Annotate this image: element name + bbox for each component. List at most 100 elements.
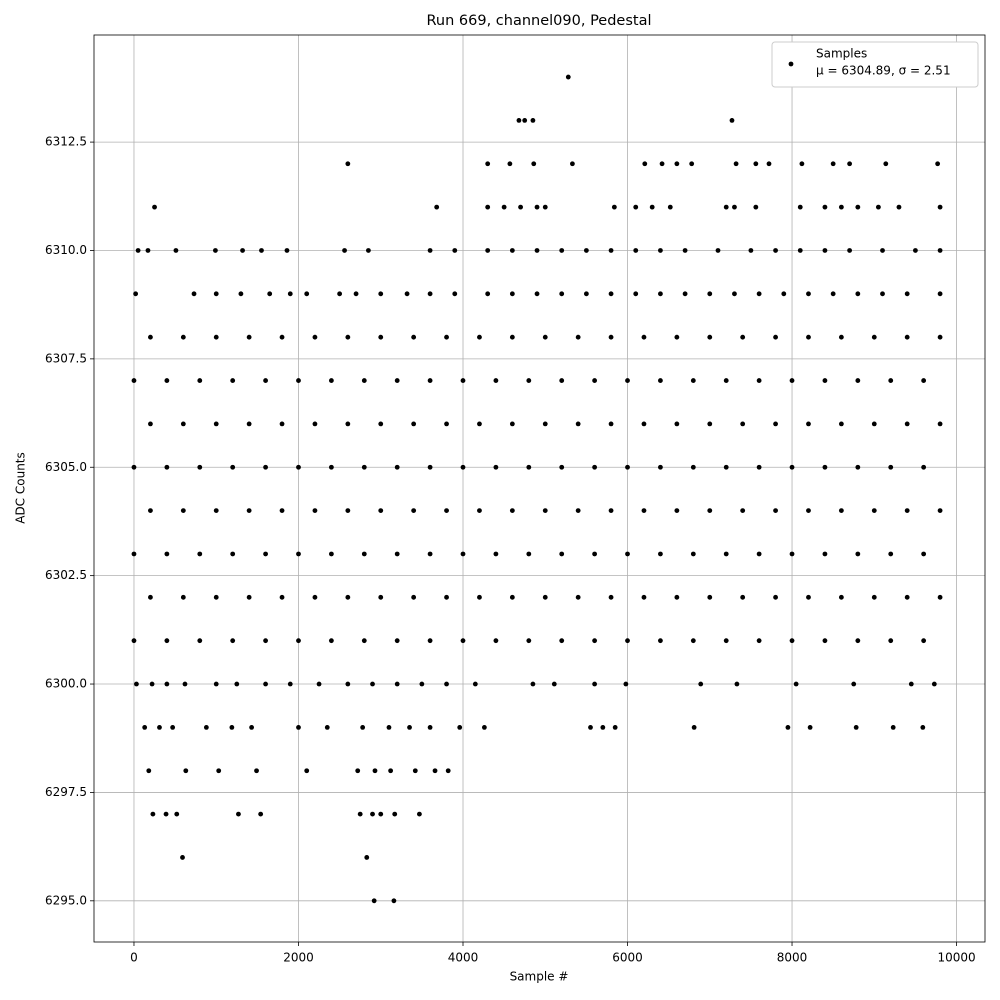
point bbox=[304, 768, 310, 774]
point bbox=[822, 204, 828, 210]
point bbox=[213, 248, 218, 253]
point bbox=[890, 724, 896, 730]
point bbox=[230, 551, 236, 557]
point bbox=[460, 551, 466, 557]
point bbox=[378, 334, 384, 340]
point bbox=[197, 551, 203, 557]
point bbox=[164, 681, 170, 687]
point bbox=[427, 378, 433, 383]
point bbox=[904, 594, 910, 600]
point bbox=[197, 378, 203, 383]
point bbox=[526, 378, 532, 383]
point bbox=[641, 421, 647, 427]
x-tick-label: 10000 bbox=[937, 951, 975, 965]
point bbox=[131, 378, 137, 383]
point bbox=[394, 551, 400, 557]
point bbox=[355, 768, 361, 774]
point bbox=[324, 724, 330, 730]
point bbox=[432, 768, 438, 774]
point bbox=[937, 291, 943, 297]
point bbox=[412, 768, 418, 774]
point bbox=[366, 248, 371, 253]
point bbox=[131, 551, 137, 557]
point bbox=[913, 248, 918, 253]
point bbox=[304, 291, 310, 297]
point bbox=[170, 724, 176, 730]
point bbox=[411, 334, 417, 340]
point bbox=[690, 638, 696, 644]
point bbox=[230, 464, 236, 470]
point bbox=[296, 724, 301, 730]
point bbox=[534, 248, 540, 253]
point bbox=[312, 508, 318, 514]
point bbox=[723, 378, 729, 383]
legend-stats: μ = 6304.89, σ = 2.51 bbox=[816, 64, 951, 78]
point bbox=[361, 464, 367, 470]
point bbox=[372, 768, 378, 774]
point bbox=[477, 334, 482, 340]
point bbox=[855, 291, 861, 297]
point bbox=[592, 464, 598, 470]
point bbox=[921, 378, 927, 383]
point bbox=[734, 681, 740, 687]
point bbox=[509, 508, 515, 514]
point bbox=[559, 378, 565, 383]
point bbox=[509, 594, 515, 600]
point bbox=[559, 551, 565, 557]
point bbox=[445, 768, 451, 774]
point bbox=[937, 248, 943, 253]
point bbox=[254, 768, 259, 774]
point bbox=[394, 378, 400, 383]
point bbox=[838, 421, 844, 427]
point bbox=[378, 594, 384, 600]
point bbox=[608, 421, 614, 427]
point bbox=[896, 204, 902, 210]
point bbox=[501, 204, 507, 210]
point bbox=[279, 594, 285, 600]
point bbox=[213, 594, 219, 600]
point bbox=[427, 724, 433, 730]
point bbox=[570, 161, 575, 167]
point bbox=[733, 161, 739, 167]
point bbox=[838, 508, 844, 514]
point bbox=[806, 508, 811, 514]
y-tick-label: 6297.5 bbox=[45, 785, 87, 799]
point bbox=[164, 378, 170, 383]
point bbox=[213, 681, 219, 687]
point bbox=[789, 464, 795, 470]
point bbox=[249, 724, 255, 730]
point bbox=[732, 291, 737, 297]
x-tick-label: 6000 bbox=[612, 951, 643, 965]
point bbox=[633, 204, 639, 210]
point bbox=[258, 811, 264, 817]
point bbox=[592, 681, 598, 687]
point bbox=[847, 248, 853, 253]
point bbox=[378, 291, 384, 297]
point bbox=[625, 638, 630, 644]
point bbox=[411, 421, 417, 427]
point bbox=[806, 421, 811, 427]
point bbox=[149, 681, 155, 687]
point bbox=[642, 161, 648, 167]
point bbox=[392, 811, 398, 817]
point bbox=[740, 594, 746, 600]
point bbox=[526, 551, 532, 557]
point bbox=[328, 464, 334, 470]
point bbox=[481, 724, 487, 730]
point bbox=[753, 204, 759, 210]
y-tick-label: 6310.0 bbox=[45, 243, 87, 257]
y-tick-label: 6307.5 bbox=[45, 351, 87, 365]
point bbox=[148, 421, 153, 427]
point bbox=[357, 811, 363, 817]
point bbox=[583, 291, 589, 297]
point bbox=[542, 421, 548, 427]
point bbox=[404, 291, 410, 297]
point bbox=[875, 204, 881, 210]
point bbox=[937, 204, 943, 210]
point bbox=[230, 378, 236, 383]
point bbox=[690, 464, 696, 470]
point bbox=[575, 421, 581, 427]
point bbox=[353, 291, 359, 297]
point bbox=[575, 334, 581, 340]
point bbox=[753, 161, 759, 167]
